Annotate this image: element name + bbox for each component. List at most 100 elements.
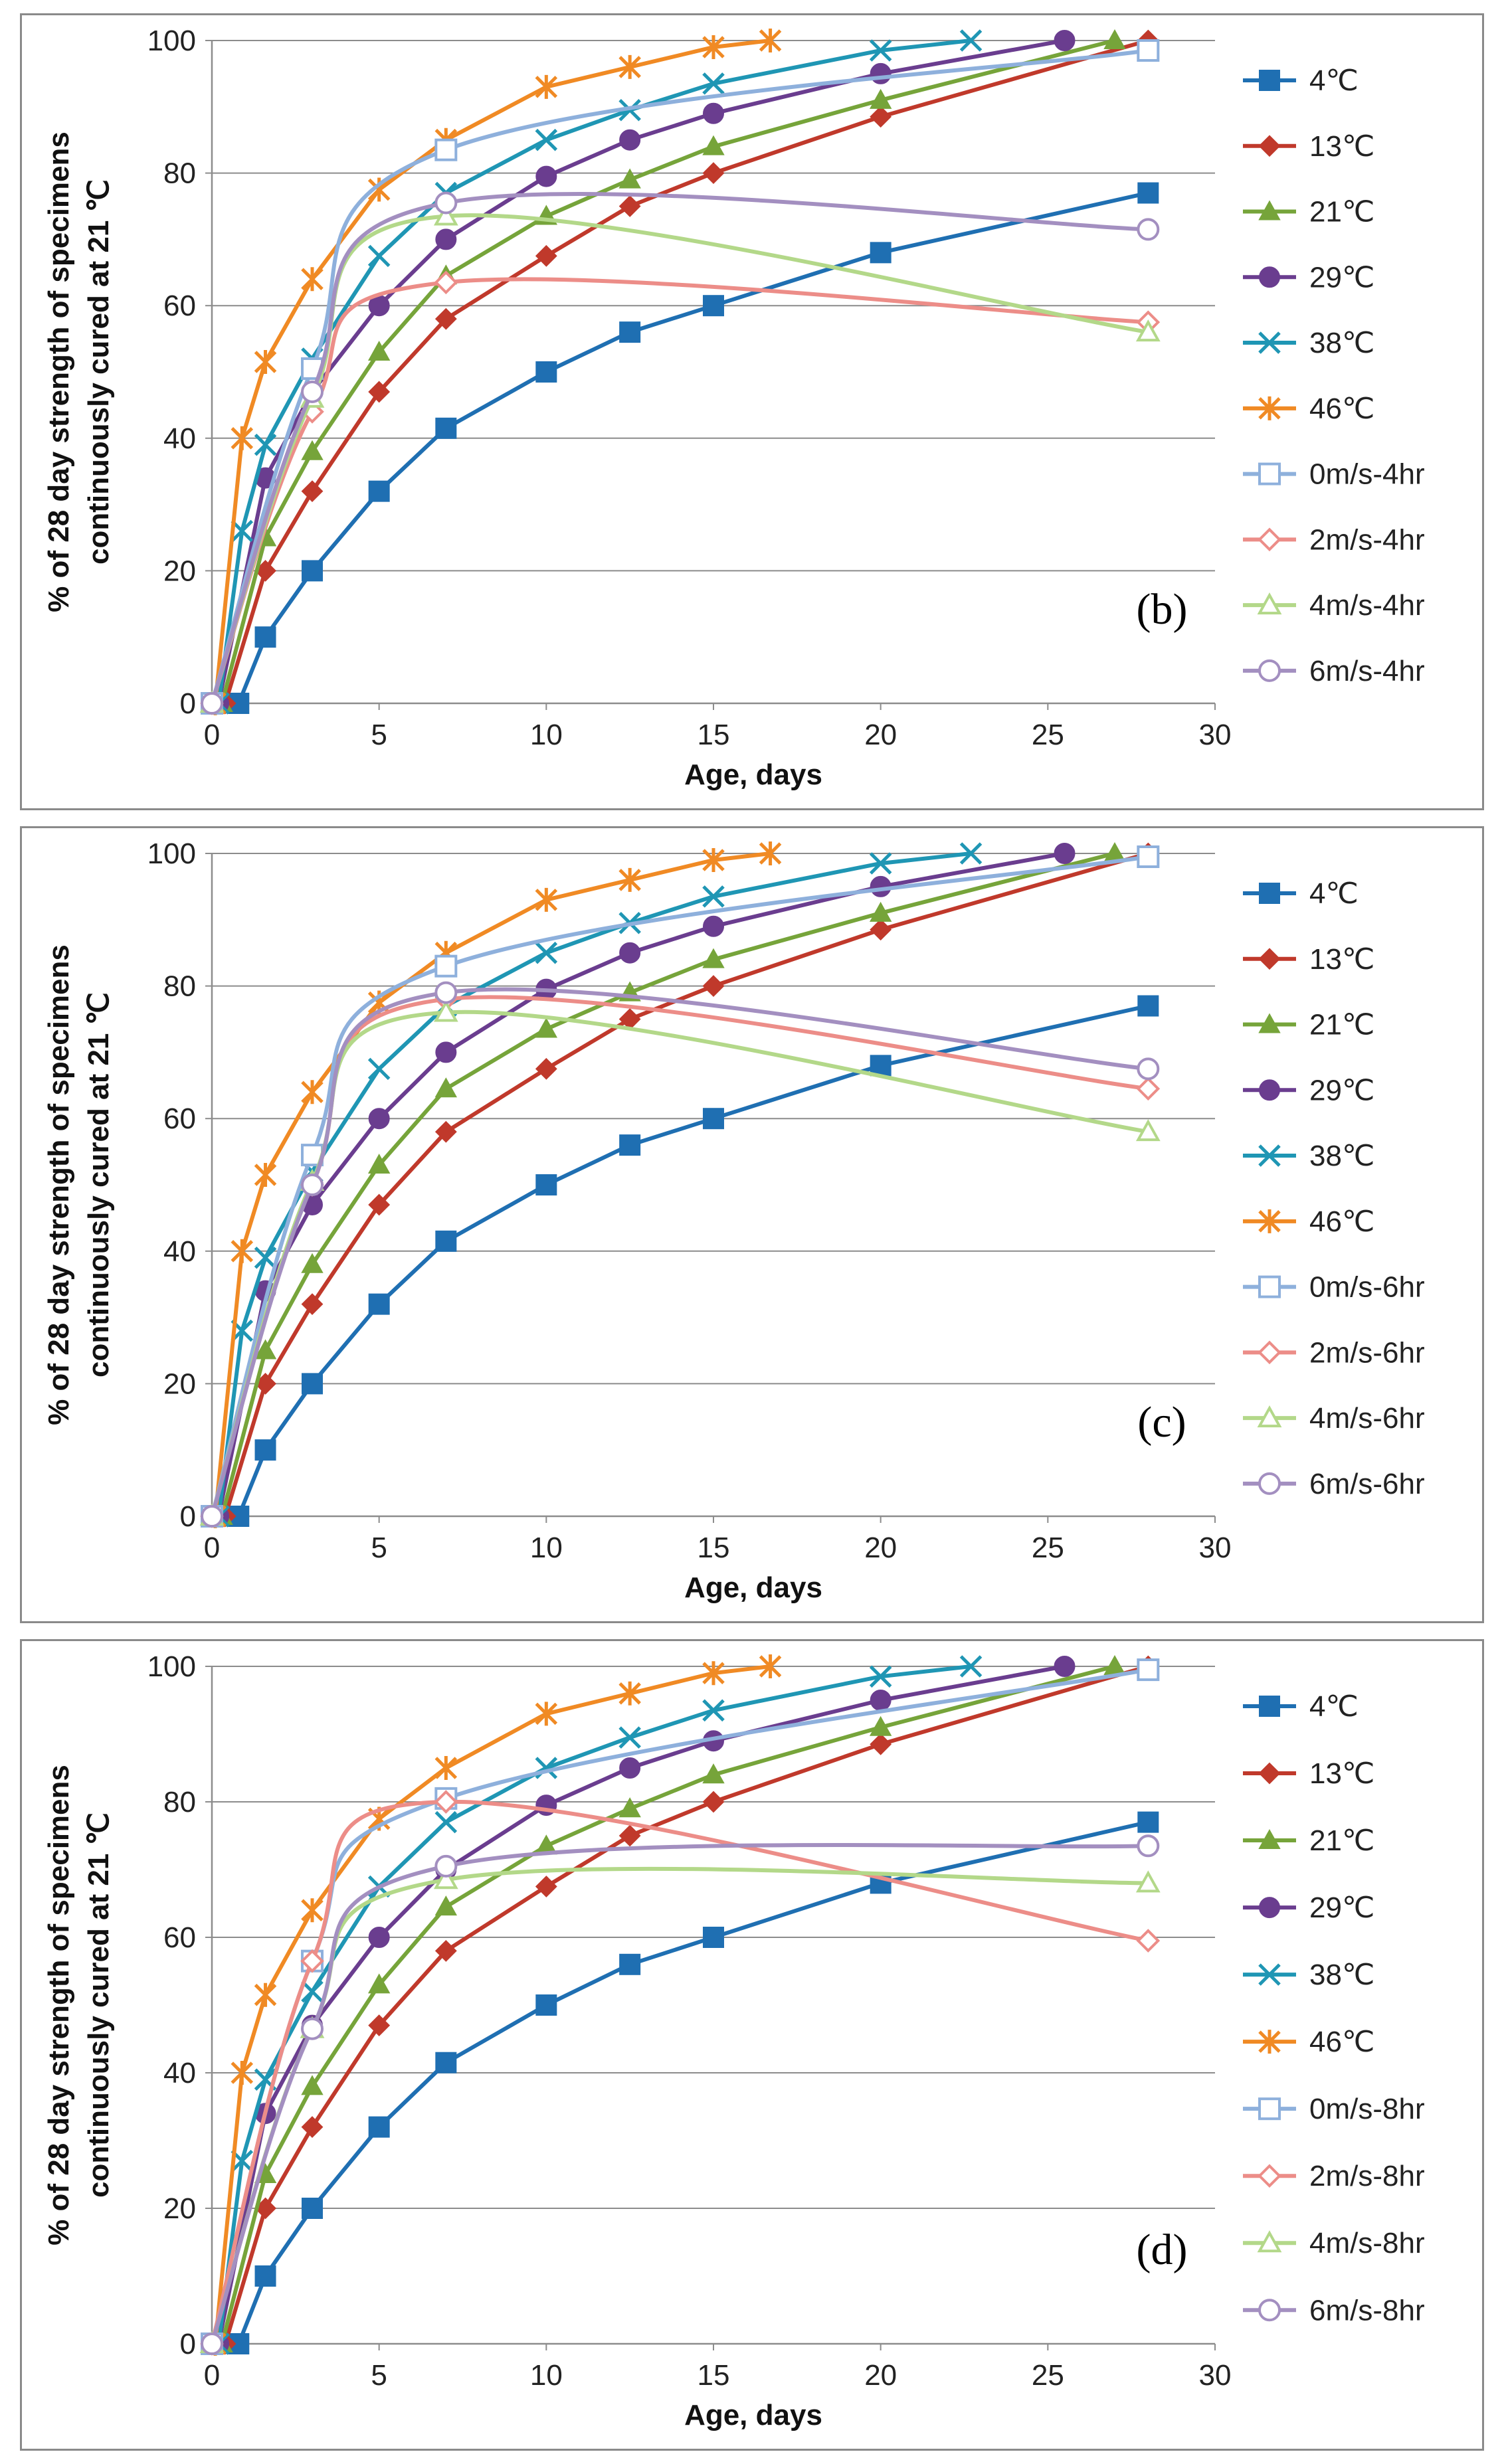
chart-c-point-4c — [228, 1506, 250, 1527]
chart-c-point-13c — [870, 919, 892, 941]
chart-d-legend-item-4c: 4℃ — [1243, 1690, 1359, 1723]
chart-b-point-4c — [435, 417, 457, 439]
chart-b-legend-label: 4℃ — [1309, 64, 1359, 97]
chart-c-point-0m-s-6hr — [434, 954, 458, 978]
chart-d-point-46c — [759, 1654, 782, 1678]
chart-d-point-13c — [618, 1824, 641, 1847]
chart-c-legend-item-38c: 38℃ — [1243, 1140, 1374, 1172]
chart-b-point-4m-s-4hr — [1135, 319, 1161, 342]
chart-b-point-46c — [254, 350, 277, 375]
chart-c-y-tick-label: 20 — [163, 1367, 196, 1400]
chart-b-x-axis-title: Age, days — [684, 758, 822, 791]
chart-d-line-13c — [223, 1664, 1151, 2346]
chart-b-point-21c — [702, 135, 725, 155]
chart-b-point-21c — [367, 341, 391, 361]
chart-d-legend-item-0m-s-8hr: 0m/s-8hr — [1243, 2093, 1425, 2125]
chart-b-legend-item-46c: 46℃ — [1243, 393, 1374, 425]
chart-d-point-21c — [301, 2075, 324, 2095]
chart-b-legend-marker — [1258, 659, 1281, 682]
chart-b-point-4c — [619, 321, 641, 343]
chart-b-point-21c — [869, 88, 892, 109]
chart-b-legend-item-4c: 4℃ — [1243, 64, 1359, 97]
chart-d-y-tick-label: 20 — [163, 2192, 196, 2225]
chart-c-point-13c — [368, 1193, 391, 1216]
chart-d-series-21c — [211, 1654, 1126, 2352]
chart-c-series-29c — [208, 843, 1076, 1527]
chart-b-point-29c — [535, 165, 557, 187]
chart-c-point-6m-s-6hr — [434, 981, 458, 1004]
chart-c-series-4m-s-6hr — [199, 1000, 1161, 1526]
chart-d-point-13c — [702, 1791, 725, 1813]
chart-c-point-29c — [368, 1108, 390, 1130]
chart-b-point-46c — [618, 54, 641, 79]
chart-b-series-29c — [208, 30, 1076, 714]
chart-b-point-21c — [618, 168, 641, 189]
chart-b-point-38c — [367, 244, 391, 268]
chart-c-line-6m-s-6hr — [210, 987, 1151, 1518]
chart-b-legend-item-2m-s-4hr: 2m/s-4hr — [1243, 523, 1425, 556]
chart-c-legend-label: 29℃ — [1309, 1074, 1374, 1106]
chart-c-legend-marker — [1259, 883, 1280, 904]
chart-b-legend-marker — [1258, 396, 1281, 420]
chart-b-legend-marker — [1258, 331, 1281, 354]
chart-d-x-tick-label: 20 — [864, 2359, 897, 2392]
chart-c-point-21c — [535, 1017, 558, 1038]
chart-c-x-tick-label: 0 — [204, 1532, 220, 1564]
chart-c-point-46c — [759, 841, 782, 865]
chart-b-y-tick-label: 0 — [180, 687, 196, 720]
chart-c-point-13c — [434, 1120, 457, 1143]
chart-d-point-13c — [301, 2116, 324, 2139]
chart-d-point-29c — [368, 1927, 390, 1948]
chart-b-legend-marker — [1258, 462, 1281, 485]
chart-c-point-4c — [619, 1134, 641, 1156]
chart-d-legend-marker — [1257, 2230, 1282, 2253]
chart-d-svg: 0 20 40 60 80 100 0 5 10 15 20 25 30 Age, days % of 28… — [43, 1650, 1425, 2431]
chart-c-series-38c — [207, 842, 983, 1528]
chart-b-point-21c — [301, 440, 324, 460]
chart-b-legend-label: 4m/s-4hr — [1309, 589, 1425, 622]
chart-c-point-21c — [301, 1253, 324, 1273]
chart-c-x-tick-label: 20 — [864, 1532, 897, 1564]
chart-c-legend-marker — [1259, 1079, 1280, 1101]
chart-c-legend-item-29c: 29℃ — [1243, 1074, 1374, 1106]
chart-b-legend-label: 46℃ — [1309, 393, 1374, 425]
chart-c-line-4c — [236, 1004, 1151, 1518]
chart-c-x-tick-label: 15 — [698, 1532, 730, 1564]
chart-c-point-4c — [435, 1230, 457, 1252]
chart-c-legend-item-6m-s-6hr: 6m/s-6hr — [1243, 1468, 1425, 1500]
chart-b-legend-label: 13℃ — [1309, 130, 1374, 163]
chart-b-point-29c — [1054, 30, 1076, 51]
chart-d-point-4c — [435, 2052, 457, 2073]
chart-d-legend-marker — [1258, 2097, 1281, 2121]
chart-b-x-tick-label: 25 — [1032, 719, 1064, 751]
chart-d-legend-item-46c: 46℃ — [1243, 2026, 1374, 2058]
chart-c-x-tick-label: 25 — [1032, 1532, 1064, 1564]
chart-b-legend-item-21c: 21℃ — [1243, 196, 1374, 228]
chart-b-point-38c — [231, 519, 254, 543]
chart-d-point-38c — [959, 1655, 983, 1678]
chart-d-point-4m-s-8hr — [1135, 1870, 1161, 1893]
chart-c-series-6m-s-6hr — [201, 981, 1160, 1528]
chart-b-series-46c — [204, 29, 782, 715]
chart-c-line-0m-s-6hr — [210, 854, 1151, 1518]
chart-d-y-tick-label: 40 — [163, 2057, 196, 2089]
chart-c-legend-item-13c: 13℃ — [1243, 943, 1374, 976]
chart-b-x-tick-label: 5 — [371, 719, 387, 751]
chart-d-point-46c — [231, 2061, 254, 2085]
chart-b-legend-label: 2m/s-4hr — [1309, 523, 1425, 556]
chart-b-point-6m-s-4hr — [301, 380, 324, 403]
chart-d-line-21c — [220, 1664, 1117, 2346]
chart-d-series-6m-s-8hr — [201, 1834, 1160, 2355]
chart-b-panel-label: (b) — [1137, 585, 1188, 634]
chart-d-legend-label: 4℃ — [1309, 1690, 1359, 1723]
chart-c-legend-label: 13℃ — [1309, 943, 1374, 976]
chart-b-point-4c — [302, 560, 323, 582]
chart-d-legend-marker — [1258, 1963, 1281, 1986]
chart-b-point-4c — [254, 626, 276, 648]
chart-d-legend-label: 29℃ — [1309, 1892, 1374, 1924]
chart-c-legend-marker — [1258, 948, 1281, 970]
chart-c-point-29c — [1054, 843, 1076, 864]
chart-b-point-38c — [254, 434, 277, 456]
chart-b-point-13c — [434, 308, 457, 330]
chart-panel-b: 0 20 40 60 80 100 0 5 10 15 20 25 30 Age, days % of 28… — [20, 13, 1484, 810]
